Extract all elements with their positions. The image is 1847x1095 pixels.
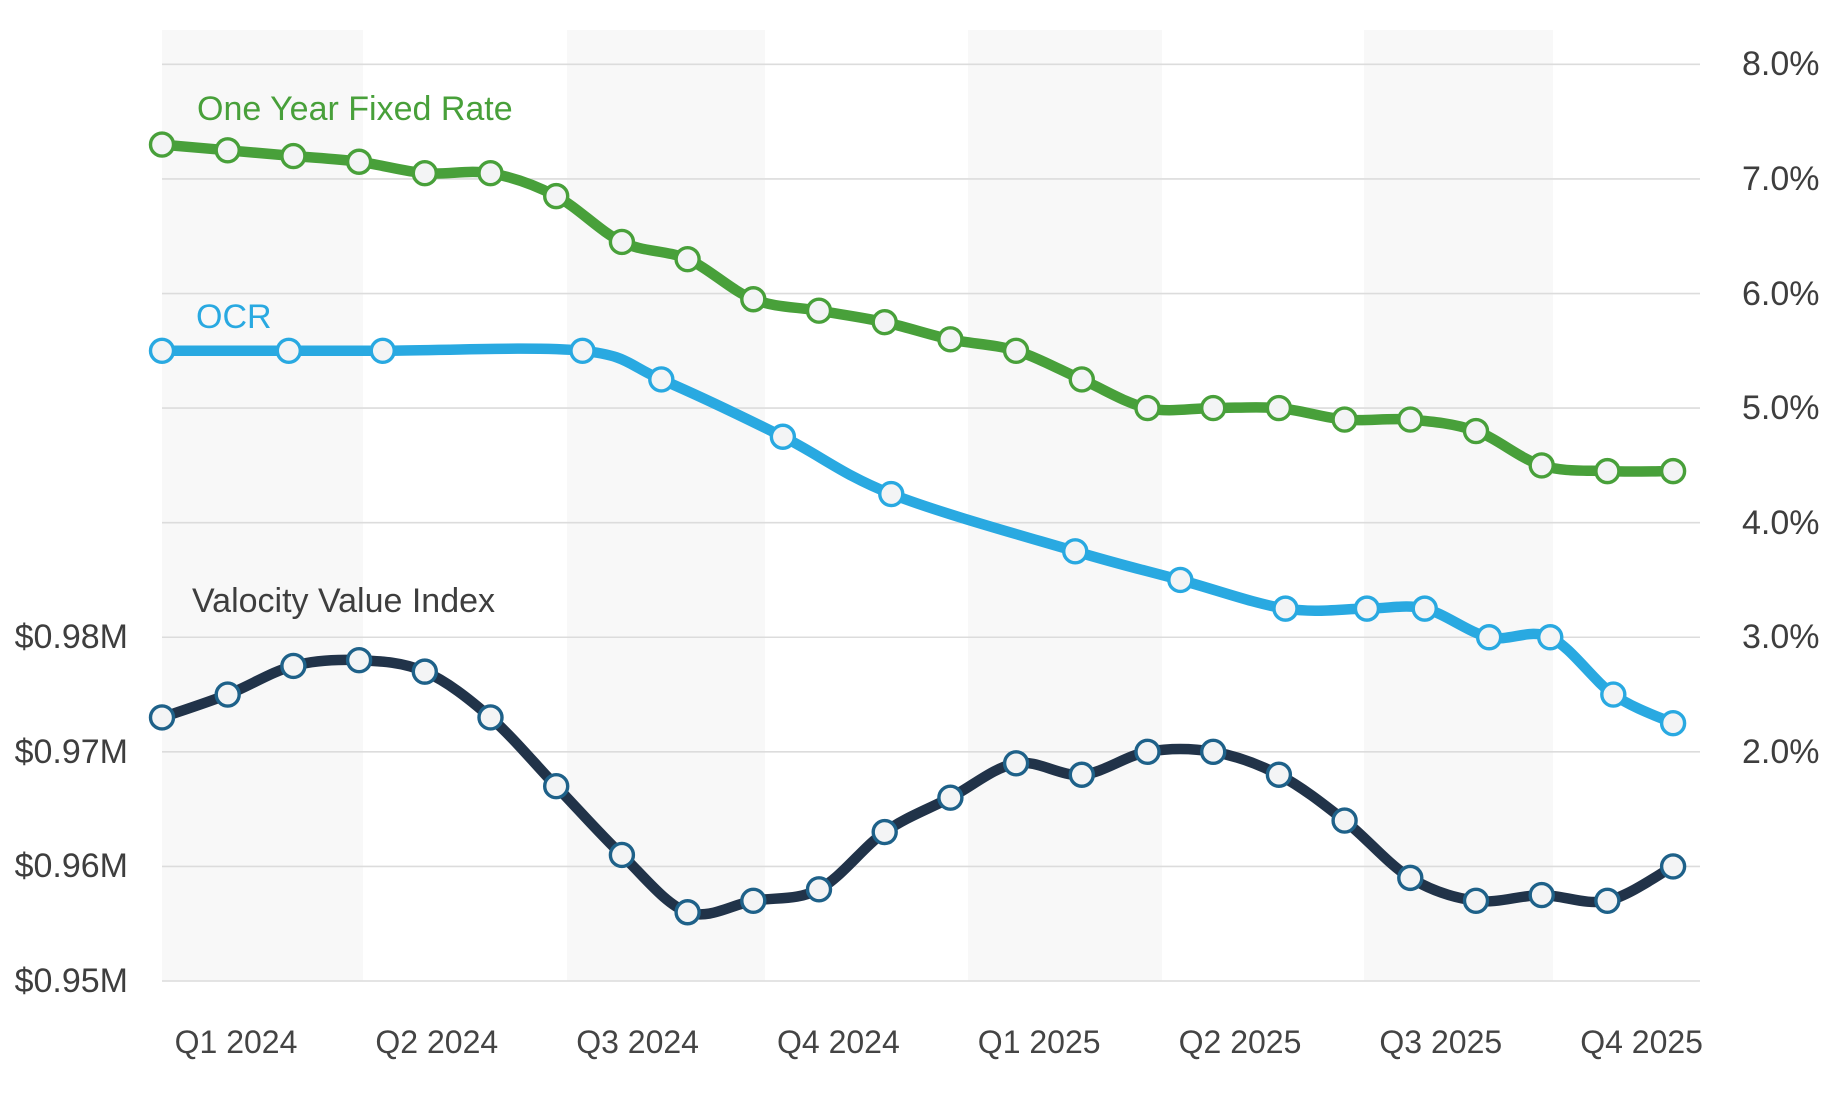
marker-one-year-fixed-rate — [805, 297, 833, 324]
quarter-band-q3-2025 — [1364, 30, 1553, 981]
left-axis-tick: $0.97M — [14, 732, 128, 771]
marker-valocity-value-index — [1397, 864, 1424, 892]
marker-one-year-fixed-rate — [477, 160, 504, 187]
marker-one-year-fixed-rate — [411, 160, 438, 187]
marker-valocity-value-index — [1594, 887, 1621, 914]
marker-valocity-value-index — [1134, 738, 1161, 766]
right-axis-tick: 3.0% — [1742, 618, 1820, 657]
series-label-valocity-value-index: Valocity Value Index — [192, 582, 496, 620]
x-axis-label: Q1 2025 — [977, 1024, 1101, 1060]
x-axis-label: Q1 2024 — [174, 1024, 298, 1060]
right-axis-tick: 2.0% — [1742, 732, 1820, 771]
marker-ocr — [369, 337, 396, 365]
marker-one-year-fixed-rate — [148, 131, 176, 158]
marker-ocr — [1272, 595, 1299, 622]
marker-valocity-value-index — [280, 652, 307, 680]
marker-valocity-value-index — [805, 876, 833, 903]
marker-ocr — [1062, 538, 1089, 565]
left-axis-tick: $0.96M — [14, 847, 128, 886]
series-label-one-year-fixed-rate: One Year Fixed Rate — [197, 90, 513, 128]
marker-valocity-value-index — [937, 784, 964, 811]
marker-one-year-fixed-rate — [1265, 394, 1293, 422]
right-axis-tick: 6.0% — [1742, 274, 1820, 313]
marker-valocity-value-index — [740, 887, 767, 914]
marker-valocity-value-index — [1265, 761, 1293, 788]
marker-ocr — [148, 337, 176, 365]
marker-valocity-value-index — [1659, 853, 1687, 880]
right-axis-tick: 7.0% — [1742, 159, 1820, 198]
marker-one-year-fixed-rate — [674, 245, 701, 273]
marker-one-year-fixed-rate — [608, 228, 636, 256]
marker-ocr — [1167, 566, 1194, 594]
marker-valocity-value-index — [674, 899, 701, 926]
marker-one-year-fixed-rate — [1002, 337, 1030, 365]
x-axis-label: Q4 2025 — [1580, 1024, 1703, 1060]
marker-one-year-fixed-rate — [740, 286, 767, 313]
marker-valocity-value-index — [1528, 881, 1555, 909]
marker-valocity-value-index — [871, 818, 898, 846]
x-axis-label: Q2 2024 — [375, 1024, 499, 1060]
marker-valocity-value-index — [608, 841, 636, 869]
marker-one-year-fixed-rate — [345, 148, 373, 175]
marker-valocity-value-index — [214, 681, 241, 708]
marker-valocity-value-index — [148, 704, 176, 731]
marker-valocity-value-index — [1068, 761, 1096, 788]
right-axis-tick: 8.0% — [1742, 45, 1820, 84]
marker-one-year-fixed-rate — [1199, 394, 1227, 422]
quarter-band-q3-2024 — [567, 30, 765, 981]
right-axis-tick: 4.0% — [1742, 503, 1820, 542]
marker-one-year-fixed-rate — [1528, 452, 1555, 479]
x-axis-label: Q3 2024 — [576, 1024, 699, 1060]
marker-one-year-fixed-rate — [543, 182, 570, 210]
left-axis-tick: $0.98M — [14, 618, 128, 657]
marker-ocr — [1353, 595, 1381, 622]
marker-one-year-fixed-rate — [1068, 366, 1096, 393]
x-axis-label: Q3 2025 — [1379, 1024, 1503, 1060]
left-axis-tick: $0.95M — [14, 962, 128, 1000]
x-axis-label: Q4 2024 — [777, 1024, 900, 1060]
marker-ocr — [1600, 681, 1627, 708]
marker-one-year-fixed-rate — [1134, 394, 1161, 422]
marker-ocr — [648, 366, 675, 393]
marker-one-year-fixed-rate — [871, 308, 898, 336]
marker-valocity-value-index — [477, 704, 504, 731]
marker-ocr — [1411, 595, 1438, 622]
marker-ocr — [1475, 624, 1503, 651]
marker-valocity-value-index — [1199, 738, 1227, 766]
marker-one-year-fixed-rate — [214, 137, 241, 164]
marker-one-year-fixed-rate — [1594, 457, 1621, 485]
marker-ocr — [1537, 624, 1564, 651]
marker-valocity-value-index — [1331, 807, 1358, 834]
marker-valocity-value-index — [1002, 750, 1030, 777]
marker-ocr — [878, 480, 905, 508]
marker-ocr — [1659, 709, 1687, 737]
marker-ocr — [769, 423, 797, 450]
series-label-ocr: OCR — [196, 298, 272, 336]
marker-one-year-fixed-rate — [937, 326, 964, 353]
quarter-band-q1-2025 — [968, 30, 1162, 981]
right-axis-tick: 5.0% — [1742, 389, 1820, 428]
x-axis-label: Q2 2025 — [1178, 1024, 1302, 1060]
marker-one-year-fixed-rate — [1331, 406, 1358, 433]
marker-one-year-fixed-rate — [280, 142, 307, 170]
marker-one-year-fixed-rate — [1397, 406, 1424, 433]
quarter-band-q1-2024 — [162, 30, 363, 981]
marker-one-year-fixed-rate — [1659, 457, 1687, 485]
marker-valocity-value-index — [345, 646, 373, 674]
marker-valocity-value-index — [1462, 887, 1490, 914]
marker-valocity-value-index — [543, 773, 570, 800]
marker-ocr — [569, 337, 596, 365]
marker-valocity-value-index — [411, 658, 438, 685]
marker-ocr — [275, 337, 303, 365]
marker-one-year-fixed-rate — [1462, 417, 1490, 445]
